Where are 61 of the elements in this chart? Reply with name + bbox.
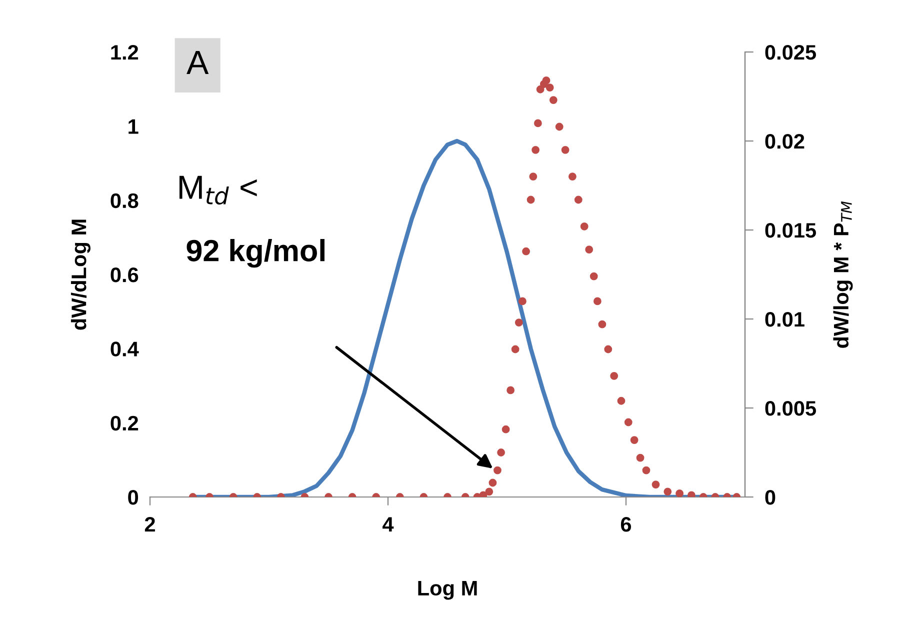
point bbox=[617, 396, 626, 405]
point bbox=[568, 172, 576, 181]
point bbox=[590, 272, 598, 280]
y-tick-label: 1 bbox=[128, 119, 138, 134]
point bbox=[546, 84, 554, 92]
point bbox=[518, 297, 526, 306]
annotation: M$_{td}$ < bbox=[180, 176, 257, 205]
point bbox=[485, 488, 494, 496]
point bbox=[488, 478, 497, 487]
x-axis-title: Log M bbox=[418, 580, 477, 600]
x-tick-label: 6 bbox=[620, 516, 632, 532]
x-tick-label: 2 bbox=[144, 516, 155, 532]
point bbox=[522, 247, 530, 256]
point bbox=[585, 246, 594, 254]
point bbox=[642, 466, 650, 474]
y2-axis-title: dW/log M * P$_{TM}$ bbox=[833, 201, 853, 348]
y-tick-label: 1.2 bbox=[111, 45, 138, 60]
point bbox=[636, 454, 644, 462]
y2-tick-label: 0.005 bbox=[765, 401, 816, 416]
y-tick-label: 0 bbox=[128, 490, 138, 505]
y-tick-label: 0.2 bbox=[110, 416, 138, 431]
y-tick-label: 0.4 bbox=[110, 342, 139, 356]
point bbox=[534, 119, 542, 128]
point bbox=[511, 345, 520, 354]
point bbox=[529, 172, 538, 181]
point bbox=[526, 196, 535, 204]
point bbox=[549, 96, 558, 104]
annotation: A bbox=[186, 51, 209, 74]
point bbox=[664, 488, 672, 496]
point bbox=[610, 372, 618, 380]
y2-tick-label: 0 bbox=[765, 490, 776, 505]
point bbox=[479, 491, 488, 497]
point bbox=[580, 222, 588, 230]
y2-tick-label: 0.025 bbox=[765, 45, 816, 60]
x-tick-label: 4 bbox=[382, 517, 394, 532]
point bbox=[593, 297, 602, 306]
y-tick-label: 0.8 bbox=[110, 193, 138, 208]
point bbox=[555, 122, 564, 131]
point bbox=[542, 76, 550, 84]
point bbox=[536, 85, 544, 94]
point bbox=[652, 480, 660, 488]
point bbox=[688, 491, 696, 497]
point bbox=[598, 320, 606, 328]
point bbox=[574, 196, 582, 204]
y2-tick-label: 0.02 bbox=[765, 134, 804, 149]
point bbox=[676, 489, 684, 497]
y2-tick-label: 0.015 bbox=[765, 223, 816, 238]
point bbox=[514, 318, 523, 327]
annotation: 92 kg/mol bbox=[186, 239, 324, 268]
point bbox=[604, 345, 612, 354]
point bbox=[506, 386, 515, 394]
y-tick-label: 0.6 bbox=[110, 268, 138, 282]
point bbox=[624, 418, 632, 426]
point bbox=[497, 448, 505, 456]
point bbox=[502, 425, 510, 434]
point bbox=[532, 146, 540, 154]
point bbox=[630, 436, 638, 444]
point bbox=[561, 146, 570, 154]
y2-tick-label: 0.01 bbox=[765, 312, 804, 327]
y-axis-title: dW/dLog M bbox=[70, 220, 90, 330]
point bbox=[494, 466, 502, 474]
